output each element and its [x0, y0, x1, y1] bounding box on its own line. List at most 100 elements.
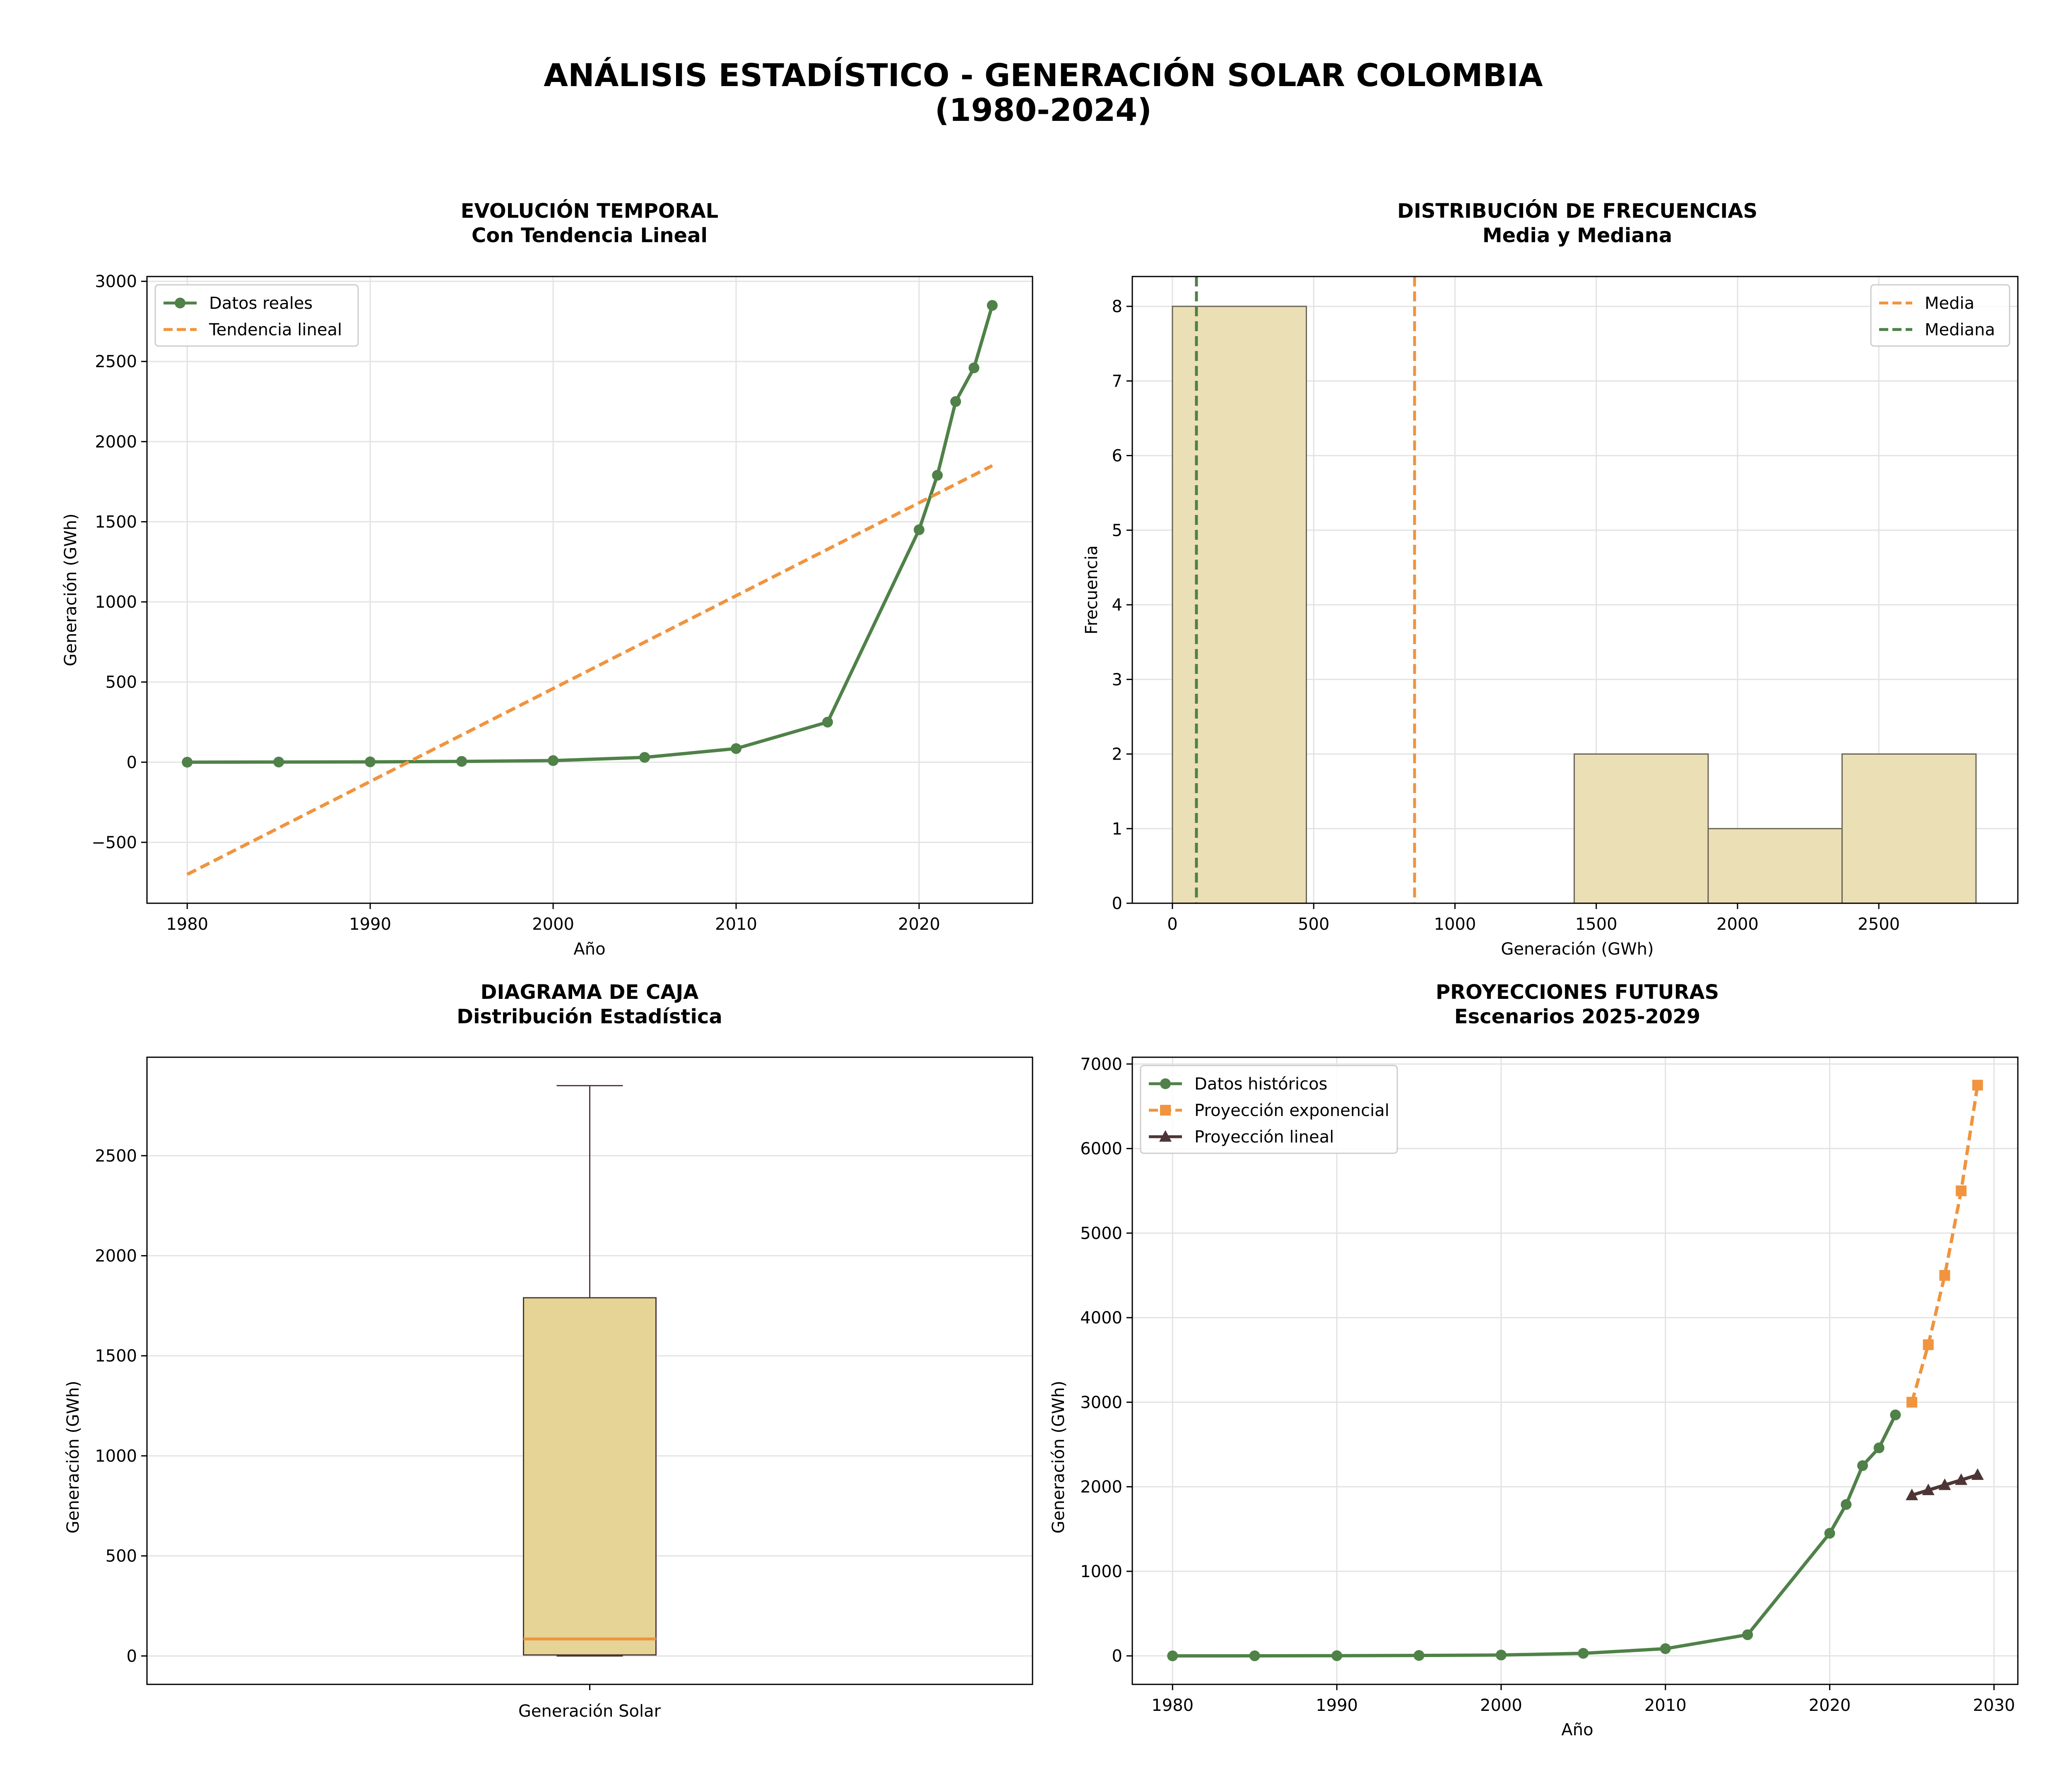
hist-bar	[1841, 753, 1977, 904]
hist-title-line1: DISTRIBUCIÓN DE FRECUENCIAS	[1397, 199, 1757, 223]
panel-box-plot: DIAGRAMA DE CAJA Distribución Estadístic…	[64, 981, 1033, 1721]
proj-point	[1857, 1460, 1868, 1471]
hist-bar	[1573, 753, 1709, 904]
figure-title-line1: ANÁLISIS ESTADÍSTICO - GENERACIÓN SOLAR …	[544, 56, 1543, 94]
proj-point	[1841, 1499, 1852, 1510]
projections-xtick-label: 2030	[1973, 1696, 2015, 1715]
temporal-point	[932, 470, 943, 481]
hist-ylabel: Frecuencia	[1082, 545, 1101, 634]
projections-xtick-label: 2010	[1644, 1696, 1687, 1715]
proj-point	[1955, 1473, 1968, 1485]
projections-xtick-label: 2000	[1480, 1696, 1522, 1715]
proj-point	[1939, 1270, 1950, 1281]
box-title-line1: DIAGRAMA DE CAJA	[481, 981, 699, 1004]
legend-box	[154, 284, 359, 347]
temporal-point	[913, 524, 924, 535]
proj-point	[1906, 1397, 1918, 1408]
temporal-title-line2: Con Tendencia Lineal	[472, 224, 708, 247]
temporal-point	[456, 756, 467, 767]
projections-ytick-label: 5000	[1080, 1224, 1122, 1243]
proj-point	[1824, 1527, 1835, 1539]
temporal-point	[182, 757, 193, 768]
proj-ylabel: Generación (GWh)	[1049, 1381, 1068, 1533]
proj-point	[1923, 1339, 1934, 1350]
hist-xlabel: Generación (GWh)	[1501, 940, 1654, 959]
histogram-ytick-label: 8	[1112, 297, 1122, 316]
temporal-xtick-label: 1980	[166, 915, 208, 934]
proj-title-line1: PROYECCIONES FUTURAS	[1436, 981, 1719, 1004]
proj-point	[1890, 1410, 1901, 1421]
temporal-title-line1: EVOLUCIÓN TEMPORAL	[461, 199, 719, 223]
panel-frequency-distribution: DISTRIBUCIÓN DE FRECUENCIAS Media y Medi…	[1082, 199, 2019, 959]
box-category-label: Generación Solar	[518, 1702, 661, 1721]
proj-point	[1578, 1648, 1589, 1659]
proj-point	[1413, 1650, 1425, 1661]
histogram-ytick-label: 1	[1112, 820, 1122, 839]
proj-point	[1938, 1478, 1951, 1490]
projections-xtick-label: 1980	[1151, 1696, 1194, 1715]
temporal-ytick-label: 3000	[95, 272, 137, 291]
panel-temporal-evolution: EVOLUCIÓN TEMPORAL Con Tendencia Lineal …	[61, 199, 1033, 959]
proj-point	[1972, 1080, 1983, 1091]
histogram-ytick-label: 3	[1112, 670, 1122, 689]
proj-point	[1956, 1185, 1967, 1196]
legend-label: Tendencia lineal	[209, 320, 342, 339]
temporal-ytick-label: 500	[106, 673, 137, 692]
proj-point	[1742, 1629, 1753, 1640]
projections-ytick-label: 6000	[1080, 1140, 1122, 1159]
proj-point	[1922, 1483, 1935, 1495]
projections-ytick-label: 2000	[1080, 1478, 1122, 1497]
temporal-ytick-label: 1500	[95, 512, 137, 532]
box-title-line2: Distribución Estadística	[457, 1005, 722, 1028]
temporal-point	[548, 755, 559, 766]
temporal-xtick-label: 2010	[715, 915, 757, 934]
temporal-xtick-label: 2020	[898, 915, 940, 934]
temporal-point	[822, 717, 833, 728]
temporal-point	[950, 396, 961, 407]
temporal-xtick-label: 2000	[532, 915, 574, 934]
boxplot-ytick-label: 2000	[95, 1247, 137, 1266]
legend-label: Proyección lineal	[1194, 1128, 1334, 1147]
temporal-point	[731, 743, 742, 754]
histogram-ytick-label: 7	[1112, 372, 1122, 391]
legend-marker	[1160, 1105, 1171, 1116]
projections-ytick-label: 4000	[1080, 1309, 1122, 1328]
proj-point	[1971, 1468, 1984, 1480]
histogram-ytick-label: 6	[1112, 447, 1122, 466]
hist-bar	[1172, 305, 1307, 904]
histogram-xtick-label: 1500	[1575, 915, 1617, 934]
proj-point	[1906, 1489, 1918, 1501]
panel-future-projections: PROYECCIONES FUTURAS Escenarios 2025-202…	[1049, 981, 2019, 1739]
temporal-point	[365, 756, 376, 767]
projections-ytick-label: 0	[1112, 1647, 1122, 1666]
proj-point	[1167, 1650, 1178, 1662]
boxplot-ytick-label: 1000	[95, 1447, 137, 1466]
proj-point	[1495, 1650, 1507, 1661]
boxplot-ytick-label: 500	[106, 1547, 137, 1566]
legend-marker	[1159, 1130, 1172, 1142]
legend-marker	[175, 298, 185, 308]
legend-box	[1140, 1065, 1398, 1154]
boxplot-ytick-label: 0	[127, 1647, 137, 1666]
hist-frame	[1131, 276, 2019, 904]
proj-point	[1331, 1650, 1343, 1661]
legend-label: Media	[1925, 294, 1974, 313]
projections-xtick-label: 1990	[1316, 1696, 1358, 1715]
projections-ytick-label: 3000	[1080, 1393, 1122, 1412]
box-ylabel: Generación (GWh)	[64, 1381, 83, 1533]
histogram-ytick-label: 2	[1112, 745, 1122, 764]
temporal-grid	[147, 277, 1033, 903]
legend-label: Mediana	[1925, 320, 1995, 339]
temporal-point	[273, 756, 284, 767]
proj-xlabel: Año	[1561, 1720, 1593, 1739]
temporal-point	[639, 752, 650, 763]
boxplot-ytick-label: 2500	[95, 1147, 137, 1166]
histogram-ytick-label: 4	[1112, 596, 1122, 615]
legend-box	[1870, 284, 2010, 347]
proj-title-line2: Escenarios 2025-2029	[1454, 1005, 1700, 1028]
temporal-ytick-label: 1000	[95, 593, 137, 612]
legend-label: Datos reales	[209, 294, 313, 313]
histogram-ytick-label: 5	[1112, 521, 1122, 540]
temporal-series-1-line	[186, 464, 993, 876]
boxplot-ytick-label: 1500	[95, 1347, 137, 1366]
